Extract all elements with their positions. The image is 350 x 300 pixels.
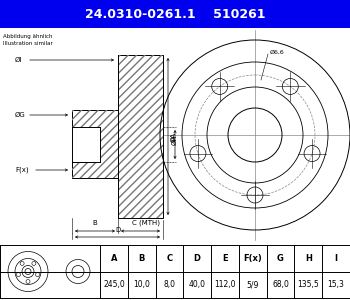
Bar xyxy=(118,55,163,218)
Text: C: C xyxy=(166,254,173,263)
Bar xyxy=(72,127,100,162)
Text: 8,0: 8,0 xyxy=(163,280,175,289)
Text: Illustration similar: Illustration similar xyxy=(3,41,53,46)
Text: ØI: ØI xyxy=(15,57,22,63)
Bar xyxy=(72,127,100,162)
Text: I: I xyxy=(335,254,338,263)
Text: 245,0: 245,0 xyxy=(103,280,125,289)
Text: 24.0310-0261.1    510261: 24.0310-0261.1 510261 xyxy=(85,8,265,20)
Text: G: G xyxy=(277,254,284,263)
Text: 40,0: 40,0 xyxy=(189,280,206,289)
Text: ØE: ØE xyxy=(104,140,110,149)
Text: 112,0: 112,0 xyxy=(214,280,236,289)
Text: E: E xyxy=(222,254,228,263)
Text: Abbildung ähnlich: Abbildung ähnlich xyxy=(3,34,52,39)
Text: D: D xyxy=(115,227,120,233)
Bar xyxy=(118,55,163,218)
Text: A: A xyxy=(111,254,117,263)
Text: 5/9: 5/9 xyxy=(247,280,259,289)
Text: 15,3: 15,3 xyxy=(328,280,344,289)
Text: 10,0: 10,0 xyxy=(133,280,150,289)
Text: ØH: ØH xyxy=(172,134,178,145)
Text: 135,5: 135,5 xyxy=(298,280,319,289)
Text: Ø6,6: Ø6,6 xyxy=(270,50,285,55)
Text: F(x): F(x) xyxy=(15,167,29,173)
Text: H: H xyxy=(305,254,312,263)
Text: D: D xyxy=(194,254,201,263)
Text: 68,0: 68,0 xyxy=(272,280,289,289)
Bar xyxy=(72,110,118,178)
Text: ØG: ØG xyxy=(15,112,26,118)
Text: B: B xyxy=(93,220,97,226)
Text: ØA: ØA xyxy=(171,131,177,142)
Bar xyxy=(0,0,350,28)
Text: C (MTH): C (MTH) xyxy=(132,220,160,226)
Text: F(x): F(x) xyxy=(243,254,262,263)
Bar xyxy=(72,110,118,178)
Text: B: B xyxy=(139,254,145,263)
